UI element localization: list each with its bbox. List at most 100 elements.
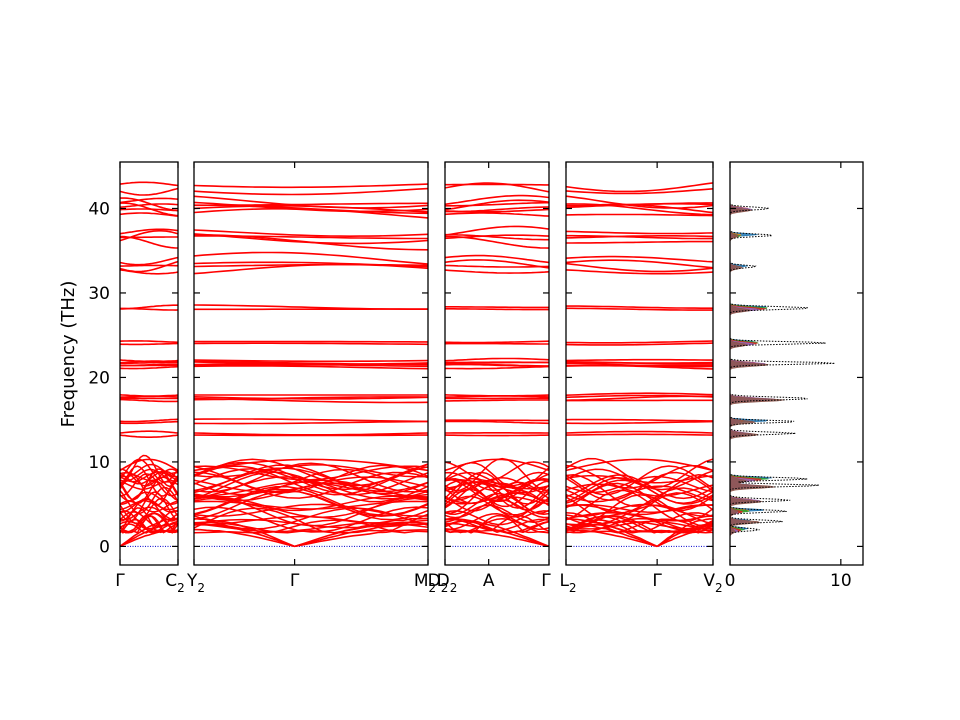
band-line — [120, 512, 178, 534]
band-line — [445, 496, 549, 505]
band-lines — [194, 183, 428, 548]
band-line — [566, 188, 713, 195]
band-line — [445, 194, 549, 206]
band-line — [120, 264, 178, 267]
band-line — [194, 233, 428, 245]
band-line — [445, 481, 549, 494]
band-line — [194, 304, 428, 310]
band-line — [120, 473, 178, 497]
band-line — [445, 357, 549, 362]
y-tick-label: 30 — [88, 284, 110, 304]
band-line — [120, 340, 178, 344]
band-line — [194, 465, 428, 496]
k-point-label-main: A — [483, 571, 495, 591]
dos-frame — [729, 161, 864, 566]
band-line — [194, 481, 428, 497]
band-line — [120, 197, 178, 212]
band-line — [120, 181, 178, 187]
band-line — [445, 492, 549, 516]
band-line — [566, 240, 713, 244]
band-line — [120, 481, 178, 490]
band-line — [194, 506, 428, 533]
band-line — [566, 255, 713, 263]
band-line — [445, 471, 549, 491]
band-line — [566, 433, 713, 436]
band-line — [194, 183, 428, 189]
band-line — [445, 206, 549, 213]
band-line — [445, 365, 549, 370]
band-line — [566, 430, 713, 434]
band-line — [445, 259, 549, 269]
band-panel-4: L2 Γ V 2 — [559, 161, 723, 595]
k-point-label-main: V — [703, 571, 715, 591]
band-line — [194, 507, 428, 530]
band-line — [445, 420, 549, 425]
band-line — [120, 256, 178, 266]
partial-dos-area — [730, 178, 786, 544]
k-point-label-main: Γ — [652, 571, 662, 591]
band-line — [194, 519, 428, 534]
band-line — [566, 262, 713, 273]
k-point-label-main: C — [165, 571, 177, 591]
band-lines — [566, 182, 713, 548]
band-line — [194, 420, 428, 425]
band-line — [445, 481, 549, 505]
band-line — [566, 520, 713, 530]
band-line — [566, 394, 713, 399]
band-line — [445, 471, 549, 489]
band-line — [445, 212, 549, 217]
band-line — [445, 225, 549, 236]
k-point-label: Γ — [115, 571, 125, 591]
band-lines — [445, 182, 549, 548]
k-point-label-sub: 2 — [441, 581, 449, 595]
band-line — [120, 394, 178, 397]
band-line — [566, 230, 713, 235]
band-line — [566, 458, 713, 472]
band-line — [566, 511, 713, 522]
panel-frame — [119, 161, 179, 566]
band-line — [566, 504, 713, 526]
acoustic-branch — [194, 528, 295, 548]
band-line — [445, 461, 549, 482]
band-line — [566, 342, 713, 346]
band-line — [120, 359, 178, 363]
k-point-label-main: D — [437, 571, 450, 591]
band-line — [566, 512, 713, 533]
k-point-label-main: D — [428, 571, 441, 591]
k-point-label: L2 — [559, 571, 576, 595]
band-line — [194, 458, 428, 472]
k-point-label-sub: 2 — [429, 581, 437, 595]
band-line — [445, 399, 549, 402]
band-line — [120, 458, 178, 472]
k-point-label-sub: 2 — [177, 581, 185, 595]
band-line — [566, 464, 713, 489]
band-line — [566, 474, 713, 500]
band-line — [445, 306, 549, 309]
band-line — [566, 418, 713, 422]
band-line — [120, 202, 178, 217]
band-line — [445, 514, 549, 534]
k-point-label-sub: 2 — [569, 581, 577, 595]
band-line — [120, 365, 178, 370]
band-line — [194, 359, 428, 363]
band-line — [445, 264, 549, 268]
acoustic-branch — [294, 529, 428, 548]
k-point-label: Γ — [541, 571, 551, 591]
band-line — [566, 420, 713, 425]
band-line — [445, 477, 549, 509]
panel-frame — [193, 161, 429, 566]
band-line — [194, 464, 428, 495]
k-point-label: C2 — [165, 571, 185, 595]
band-line — [194, 342, 428, 346]
band-line — [194, 251, 428, 265]
band-line — [120, 228, 178, 235]
band-line — [120, 506, 178, 521]
panel-frame — [565, 161, 714, 566]
band-line — [566, 485, 713, 503]
band-line — [445, 458, 549, 472]
band-line — [120, 398, 178, 403]
band-line — [445, 513, 549, 530]
band-line — [566, 358, 713, 362]
band-line — [445, 234, 549, 240]
